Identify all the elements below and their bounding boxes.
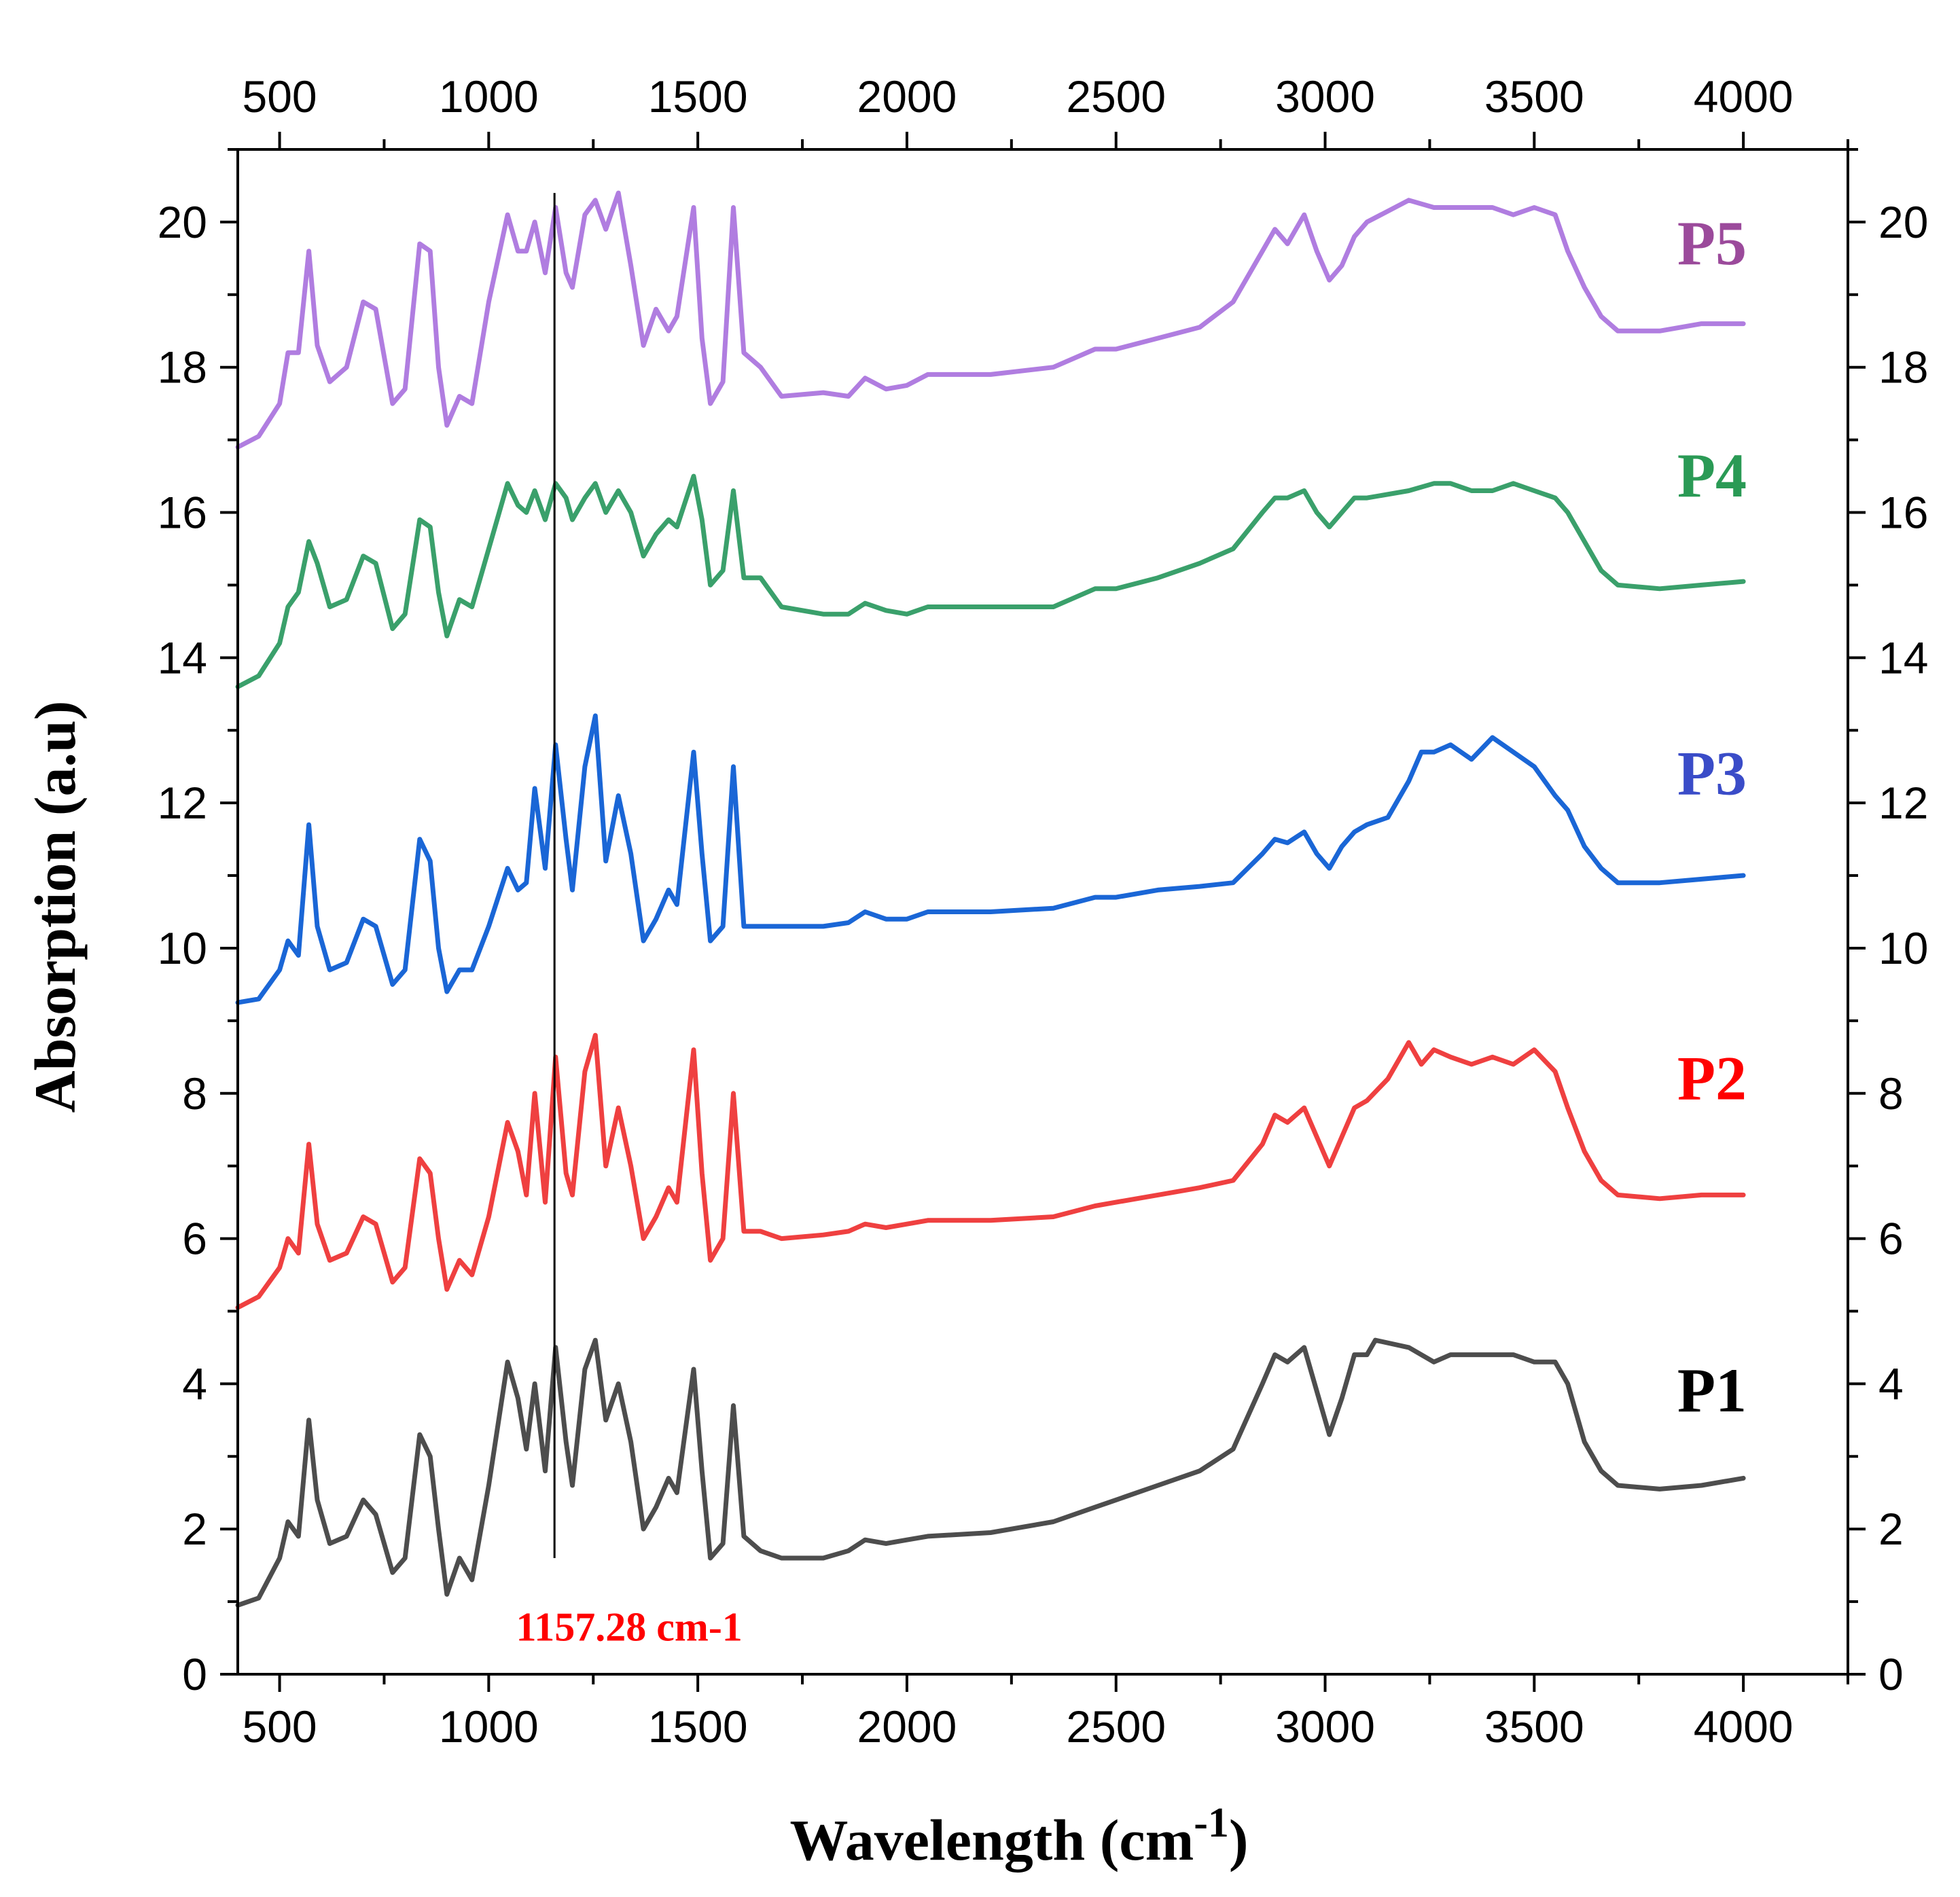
x-tick-label-bottom: 4000: [1694, 1701, 1794, 1752]
y-tick-label-left: 18: [158, 342, 207, 393]
y-axis-title: Absorption (a.u): [22, 701, 88, 1113]
y-tick-label-right: 10: [1878, 923, 1928, 973]
x-tick-label-top: 4000: [1694, 71, 1794, 122]
y-tick-label-right: 4: [1878, 1358, 1904, 1409]
y-tick-label-left: 2: [182, 1504, 207, 1554]
x-tick-label-top: 3000: [1275, 71, 1375, 122]
x-axis-title-main: Wavelength (cm: [789, 1807, 1194, 1873]
x-axis-title-close: ): [1229, 1807, 1249, 1873]
x-tick-label-bottom: 500: [242, 1701, 317, 1752]
series-label-p2: P2: [1677, 1043, 1747, 1113]
series-label-p1: P1: [1677, 1356, 1747, 1425]
x-tick-label-top: 500: [242, 71, 317, 122]
x-tick-label-bottom: 2500: [1066, 1701, 1166, 1752]
y-tick-label-right: 16: [1878, 488, 1928, 538]
y-tick-label-left: 20: [158, 197, 207, 247]
y-tick-label-left: 14: [158, 632, 207, 683]
y-tick-label-right: 2: [1878, 1504, 1904, 1554]
axes-layer: 5005001000100015001500200020002500250030…: [158, 71, 1929, 1752]
series-line-p3: [235, 713, 1746, 1005]
y-tick-label-right: 8: [1878, 1068, 1904, 1119]
x-tick-label-top: 1500: [648, 71, 748, 122]
y-tick-label-left: 12: [158, 778, 207, 828]
plot-frame: [236, 148, 1849, 1676]
x-tick-label-bottom: 3500: [1484, 1701, 1584, 1752]
x-tick-label-top: 3500: [1484, 71, 1584, 122]
y-tick-label-left: 16: [158, 488, 207, 538]
series-line-p1: [235, 1337, 1746, 1608]
y-tick-label-right: 18: [1878, 342, 1928, 393]
series-label-p3: P3: [1677, 738, 1747, 808]
x-axis-title: Wavelength (cm-1): [789, 1800, 1248, 1873]
x-tick-label-top: 2500: [1066, 71, 1166, 122]
x-tick-label-top: 1000: [439, 71, 539, 122]
annotation-label: 1157.28 cm-1: [516, 1605, 743, 1650]
series-line-p2: [235, 1032, 1746, 1310]
y-tick-label-right: 6: [1878, 1214, 1904, 1264]
y-tick-label-left: 0: [182, 1649, 207, 1699]
x-tick-label-bottom: 2000: [857, 1701, 957, 1752]
y-tick-label-right: 14: [1878, 632, 1928, 683]
series-label-p5: P5: [1677, 209, 1747, 278]
y-tick-label-left: 10: [158, 923, 207, 973]
series-label-p4: P4: [1677, 441, 1747, 510]
y-tick-label-left: 4: [182, 1358, 207, 1409]
x-tick-label-bottom: 1500: [648, 1701, 748, 1752]
x-tick-label-top: 2000: [857, 71, 957, 122]
series-line-p5: [235, 190, 1746, 450]
plot-layer: P1 P2 P3 P4 P5 1157.28 cm-1: [235, 190, 1747, 1650]
x-tick-label-bottom: 1000: [439, 1701, 539, 1752]
series-line-p4: [235, 473, 1746, 689]
x-tick-label-bottom: 3000: [1275, 1701, 1375, 1752]
y-tick-label-right: 12: [1878, 778, 1928, 828]
y-tick-label-left: 8: [182, 1068, 207, 1119]
y-tick-label-left: 6: [182, 1214, 207, 1264]
y-tick-label-right: 20: [1878, 197, 1928, 247]
y-tick-label-right: 0: [1878, 1649, 1904, 1699]
x-axis-title-sup: -1: [1194, 1800, 1229, 1846]
